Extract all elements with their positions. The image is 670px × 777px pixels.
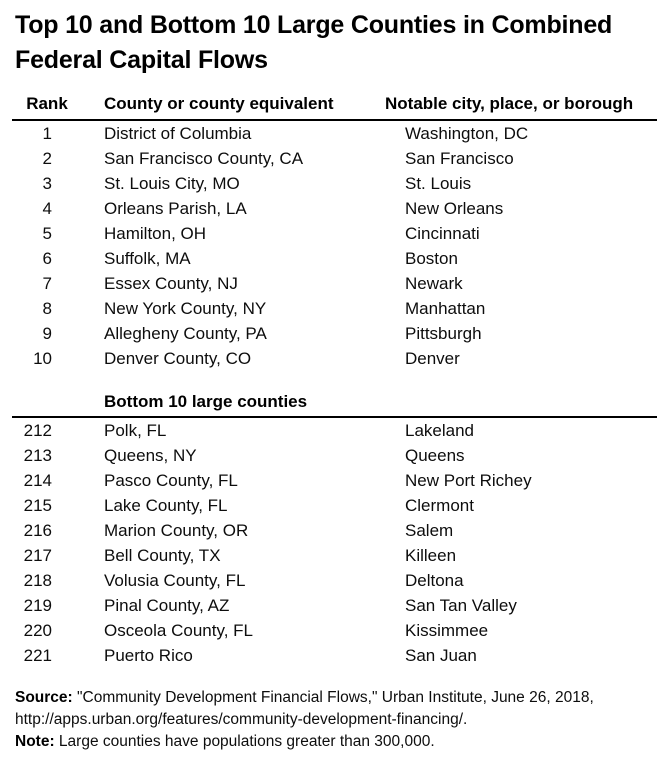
city-cell: Salem	[405, 520, 454, 540]
flows-table: Rank County or county equivalent Notable…	[12, 94, 657, 668]
rank-cell: 217	[23, 545, 52, 565]
city-cell: Queens	[405, 445, 465, 465]
city-cell: Newark	[405, 273, 463, 293]
rank-cell: 2	[42, 148, 52, 168]
city-cell: Deltona	[405, 570, 464, 590]
rank-cell: 212	[23, 420, 52, 440]
column-header-rank: Rank	[12, 94, 96, 121]
source-text: "Community Development Financial Flows,"…	[15, 689, 594, 728]
table-row: 7 Essex County, NJ Newark	[12, 271, 657, 296]
city-cell: Kissimmee	[405, 620, 489, 640]
city-cell: Lakeland	[405, 420, 475, 440]
rank-cell: 4	[42, 198, 52, 218]
county-cell: Puerto Rico	[104, 645, 193, 665]
table-row: 2 San Francisco County, CA San Francisco	[12, 146, 657, 171]
county-cell: Osceola County, FL	[104, 620, 253, 640]
table-header-row: Rank County or county equivalent Notable…	[12, 94, 657, 121]
county-cell: San Francisco County, CA	[104, 148, 304, 168]
city-cell: Killeen	[405, 545, 457, 565]
county-cell: Orleans Parish, LA	[104, 198, 247, 218]
city-cell: San Tan Valley	[405, 595, 517, 615]
rank-cell: 5	[42, 223, 52, 243]
rank-cell: 215	[23, 495, 52, 515]
county-cell: Suffolk, MA	[104, 248, 191, 268]
rank-cell: 1	[42, 123, 52, 143]
city-cell: Washington, DC	[405, 123, 529, 143]
note-label: Note:	[15, 733, 55, 750]
county-cell: Allegheny County, PA	[104, 323, 267, 343]
footer-notes: Source: "Community Development Financial…	[15, 687, 656, 753]
table-row: 10 Denver County, CO Denver	[12, 346, 657, 371]
county-cell: Pinal County, AZ	[104, 595, 230, 615]
city-cell: San Francisco	[405, 148, 514, 168]
county-cell: Polk, FL	[104, 420, 167, 440]
county-cell: Pasco County, FL	[104, 470, 238, 490]
city-cell: Boston	[405, 248, 458, 268]
rank-cell: 6	[42, 248, 52, 268]
column-header-county: County or county equivalent	[96, 94, 385, 121]
city-cell: Cincinnati	[405, 223, 480, 243]
county-cell: Marion County, OR	[104, 520, 249, 540]
section-spacer	[12, 371, 657, 386]
city-cell: Manhattan	[405, 298, 486, 318]
rank-cell: 214	[23, 470, 52, 490]
table-row: 218 Volusia County, FL Deltona	[12, 568, 657, 593]
empty-cell	[12, 386, 96, 418]
bottom-section-header: Bottom 10 large counties	[96, 386, 385, 418]
table-row: 217 Bell County, TX Killeen	[12, 543, 657, 568]
empty-cell	[385, 386, 657, 418]
county-cell: Denver County, CO	[104, 348, 252, 368]
city-cell: New Port Richey	[405, 470, 532, 490]
top10-section: 1 District of Columbia Washington, DC 2 San …	[12, 120, 657, 371]
rank-cell: 219	[23, 595, 52, 615]
page-title: Top 10 and Bottom 10 Large Counties in C…	[15, 11, 613, 74]
county-cell: Bell County, TX	[104, 545, 221, 565]
rank-cell: 3	[42, 173, 52, 193]
county-cell: Essex County, NJ	[104, 273, 238, 293]
rank-cell: 220	[23, 620, 52, 640]
table-row: 214 Pasco County, FL New Port Richey	[12, 468, 657, 493]
county-cell: Queens, NY	[104, 445, 197, 465]
county-cell: Hamilton, OH	[104, 223, 207, 243]
county-cell: Lake County, FL	[104, 495, 228, 515]
table-row: 4 Orleans Parish, LA New Orleans	[12, 196, 657, 221]
bottom-section-header-row: Bottom 10 large counties	[12, 386, 657, 418]
table-row: 219 Pinal County, AZ San Tan Valley	[12, 593, 657, 618]
rank-cell: 9	[42, 323, 52, 343]
table-row: 220 Osceola County, FL Kissimmee	[12, 618, 657, 643]
county-cell: Volusia County, FL	[104, 570, 246, 590]
table-row: 3 St. Louis City, MO St. Louis	[12, 171, 657, 196]
table-row: 215 Lake County, FL Clermont	[12, 493, 657, 518]
county-cell: New York County, NY	[104, 298, 267, 318]
table-row: 216 Marion County, OR Salem	[12, 518, 657, 543]
rank-cell: 7	[42, 273, 52, 293]
city-cell: Denver	[405, 348, 460, 368]
table-row: 5 Hamilton, OH Cincinnati	[12, 221, 657, 246]
table-row: 8 New York County, NY Manhattan	[12, 296, 657, 321]
table-row: 213 Queens, NY Queens	[12, 443, 657, 468]
column-header-city: Notable city, place, or borough	[385, 94, 657, 121]
note-text: Large counties have populations greater …	[54, 733, 435, 750]
bottom10-section: 212 Polk, FL Lakeland 213 Queens, NY Queens 21…	[12, 417, 657, 668]
rank-cell: 8	[42, 298, 52, 318]
rank-cell: 221	[23, 645, 52, 665]
county-cell: District of Columbia	[104, 123, 252, 143]
table-row: 1 District of Columbia Washington, DC	[12, 120, 657, 146]
rank-cell: 218	[23, 570, 52, 590]
table-row: 221 Puerto Rico San Juan	[12, 643, 657, 668]
city-cell: Pittsburgh	[405, 323, 482, 343]
rank-cell: 216	[23, 520, 52, 540]
city-cell: New Orleans	[405, 198, 504, 218]
city-cell: Clermont	[405, 495, 474, 515]
rank-cell: 10	[33, 348, 52, 368]
table-row: 9 Allegheny County, PA Pittsburgh	[12, 321, 657, 346]
source-label: Source:	[15, 689, 73, 706]
table-row: 212 Polk, FL Lakeland	[12, 417, 657, 443]
city-cell: San Juan	[405, 645, 477, 665]
city-cell: St. Louis	[405, 173, 472, 193]
county-cell: St. Louis City, MO	[104, 173, 240, 193]
table-row: 6 Suffolk, MA Boston	[12, 246, 657, 271]
rank-cell: 213	[23, 445, 52, 465]
